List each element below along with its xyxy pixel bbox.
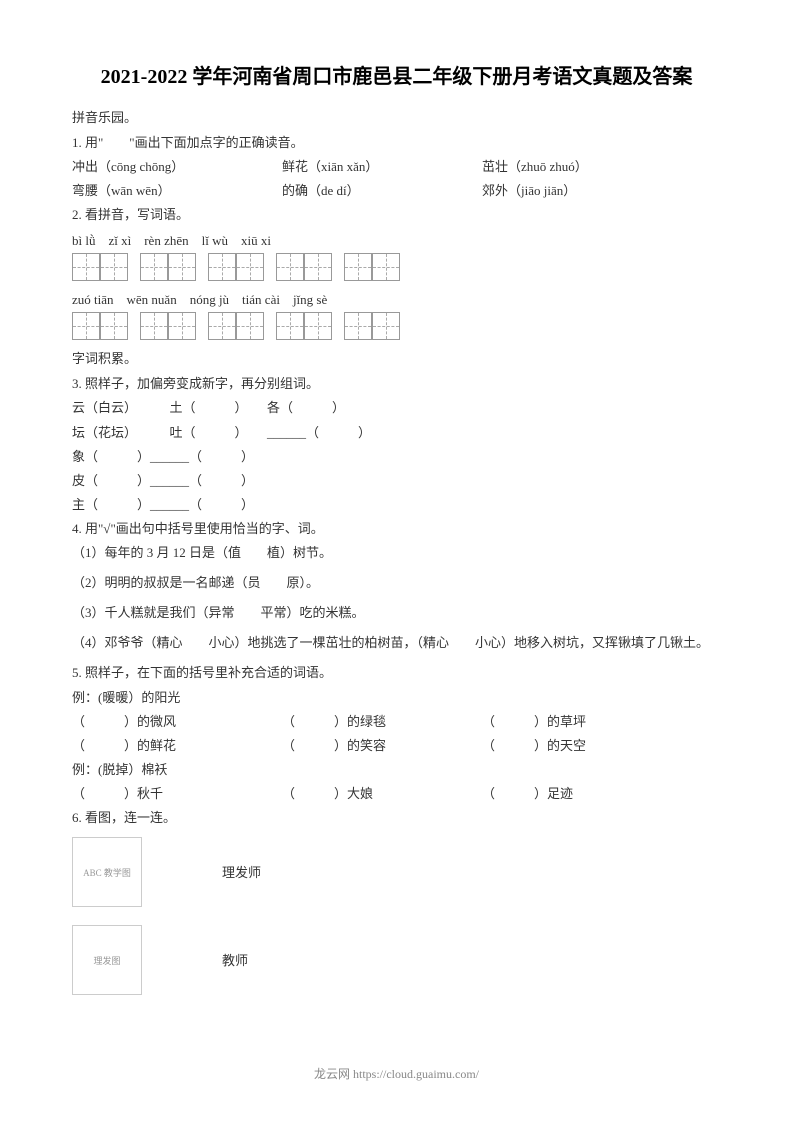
q3-line: 象（ ）______（ ） <box>72 446 721 468</box>
tian-cell <box>208 253 236 281</box>
tian-cell <box>304 253 332 281</box>
tian-cell <box>372 253 400 281</box>
q5-r1-c: （ ）的草坪 <box>482 711 586 733</box>
q6-prompt: 6. 看图，连一连。 <box>72 807 721 829</box>
char-box-group <box>344 253 400 281</box>
q6-match1: ABC 教学图 理发师 <box>72 831 721 911</box>
q2-pinyin-row1: bì lǜ zǐ xì rèn zhēn lǐ wù xiū xi <box>72 230 721 249</box>
q1-prompt: 1. 用" "画出下面加点字的正确读音。 <box>72 132 721 154</box>
q6-match2: 理发图 教师 <box>72 919 721 999</box>
page-title: 2021-2022 学年河南省周口市鹿邑县二年级下册月考语文真题及答案 <box>72 60 721 89</box>
q1-row2: 弯腰（wān wēn） 的确（de dí） 郊外（jiāo jiān） <box>72 180 721 202</box>
char-box-group <box>208 312 264 340</box>
char-box-group <box>344 312 400 340</box>
q2-prompt: 2. 看拼音，写词语。 <box>72 204 721 226</box>
char-box-group <box>72 253 128 281</box>
q3-line: 主（ ）______（ ） <box>72 494 721 516</box>
tian-cell <box>304 312 332 340</box>
q5-r1-a: （ ）的微风 <box>72 711 282 733</box>
q6-label2: 教师 <box>222 950 248 969</box>
tian-cell <box>72 312 100 340</box>
q1-r1-a: 冲出（cōng chōng） <box>72 156 282 178</box>
q1-row1: 冲出（cōng chōng） 鲜花（xiān xǎn） 茁壮（zhuō zhuó… <box>72 156 721 178</box>
q1-r1-b: 鲜花（xiān xǎn） <box>282 156 482 178</box>
q5-r2-b: （ ）的笑容 <box>282 735 482 757</box>
q4-item: （4）邓爷爷（精心 小心）地挑选了一棵茁壮的柏树苗，（精心 小心）地移入树坑，又… <box>72 632 721 654</box>
q5-r2-c: （ ）的天空 <box>482 735 586 757</box>
q2-boxes-row1 <box>72 253 721 281</box>
q1-r2-a: 弯腰（wān wēn） <box>72 180 282 202</box>
barber-image: 理发图 <box>72 925 142 995</box>
tian-cell <box>140 312 168 340</box>
q5-r3-c: （ ）足迹 <box>482 783 573 805</box>
q3-line: 坛（花坛） 吐（ ） ______（ ） <box>72 422 721 444</box>
q1-r2-b: 的确（de dí） <box>282 180 482 202</box>
tian-cell <box>344 312 372 340</box>
char-box-group <box>276 312 332 340</box>
tian-cell <box>372 312 400 340</box>
char-box-group <box>140 253 196 281</box>
q5-prompt: 5. 照样子，在下面的括号里补充合适的词语。 <box>72 662 721 684</box>
char-box-group <box>140 312 196 340</box>
tian-cell <box>100 253 128 281</box>
tian-cell <box>168 312 196 340</box>
teacher-image: ABC 教学图 <box>72 837 142 907</box>
q5-row3: （ ）秋千 （ ）大娘 （ ）足迹 <box>72 783 721 805</box>
tian-cell <box>72 253 100 281</box>
q2-pinyin-row2: zuó tiān wēn nuǎn nóng jù tián cài jǐng … <box>72 289 721 308</box>
char-box-group <box>72 312 128 340</box>
q1-r2-c: 郊外（jiāo jiān） <box>482 180 576 202</box>
q3-line: 皮（ ）______（ ） <box>72 470 721 492</box>
q6-label1: 理发师 <box>222 862 261 881</box>
q4-item: （2）明明的叔叔是一名邮递（员 原）。 <box>72 572 721 594</box>
q5-row2: （ ）的鲜花 （ ）的笑容 （ ）的天空 <box>72 735 721 757</box>
footer-text: 龙云网 https://cloud.guaimu.com/ <box>0 1065 793 1082</box>
q3-prompt: 3. 照样子，加偏旁变成新字，再分别组词。 <box>72 373 721 395</box>
tian-cell <box>236 312 264 340</box>
section-pinyin-label: 拼音乐园。 <box>72 107 721 126</box>
tian-cell <box>208 312 236 340</box>
tian-cell <box>168 253 196 281</box>
tian-cell <box>236 253 264 281</box>
q4-item: （3）千人糕就是我们（异常 平常）吃的米糕。 <box>72 602 721 624</box>
tian-cell <box>140 253 168 281</box>
q2-boxes-row2 <box>72 312 721 340</box>
tian-cell <box>344 253 372 281</box>
q5-r3-b: （ ）大娘 <box>282 783 482 805</box>
char-box-group <box>208 253 264 281</box>
q1-r1-c: 茁壮（zhuō zhuó） <box>482 156 588 178</box>
q4-prompt: 4. 用"√"画出句中括号里使用恰当的字、词。 <box>72 518 721 540</box>
q3-line: 云（白云） 土（ ） 各（ ） <box>72 397 721 419</box>
q5-example2: 例：(脱掉）棉袄 <box>72 759 721 781</box>
q5-row1: （ ）的微风 （ ）的绿毯 （ ）的草坪 <box>72 711 721 733</box>
q4-item: （1）每年的 3 月 12 日是（值 植）树节。 <box>72 542 721 564</box>
q5-example1: 例：(暖暖）的阳光 <box>72 687 721 709</box>
tian-cell <box>100 312 128 340</box>
section-vocab-label: 字词积累。 <box>72 348 721 367</box>
tian-cell <box>276 253 304 281</box>
q5-r2-a: （ ）的鲜花 <box>72 735 282 757</box>
tian-cell <box>276 312 304 340</box>
q5-r3-a: （ ）秋千 <box>72 783 282 805</box>
char-box-group <box>276 253 332 281</box>
q5-r1-b: （ ）的绿毯 <box>282 711 482 733</box>
